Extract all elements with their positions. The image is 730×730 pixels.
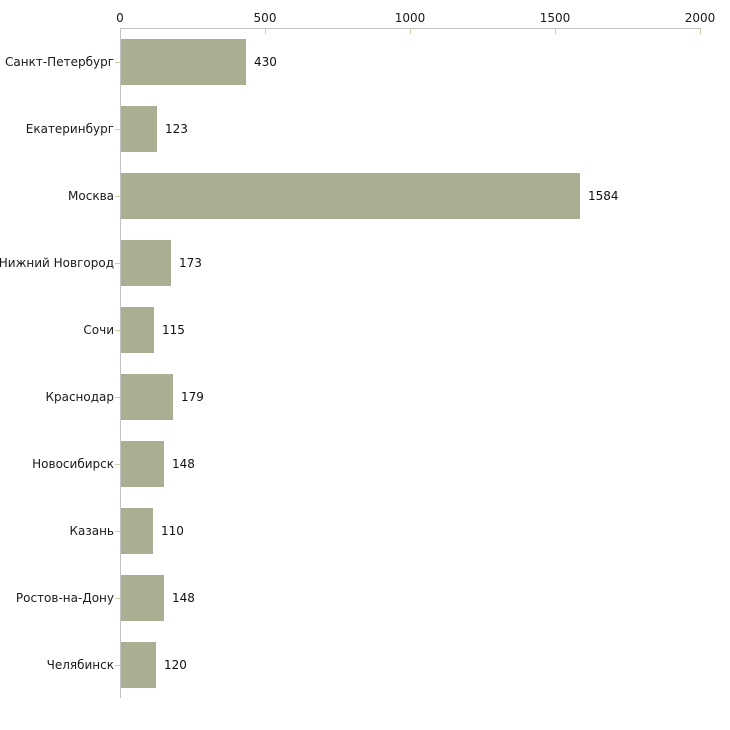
bar-8: [121, 508, 153, 554]
bar-value-label: 179: [181, 389, 204, 404]
category-label: Екатеринбург: [25, 121, 114, 136]
category-label: Краснодар: [45, 389, 114, 404]
bar-2: [121, 106, 157, 152]
x-axis-tick-label: 1500: [539, 11, 571, 25]
x-axis-tick-label: 500: [253, 11, 277, 25]
x-axis-tick-mark: [265, 29, 266, 34]
bar-value-label: 1584: [588, 188, 619, 203]
category-tick-mark: [115, 665, 120, 666]
category-tick-mark: [115, 129, 120, 130]
bar-value-label: 173: [179, 255, 202, 270]
x-axis-tick-mark: [555, 29, 556, 34]
category-label: Сочи: [83, 322, 114, 337]
y-axis-line: [120, 28, 121, 698]
x-axis-line: [120, 28, 701, 29]
category-tick-mark: [115, 464, 120, 465]
bar-4: [121, 240, 171, 286]
bar-value-label: 110: [161, 523, 184, 538]
bar-5: [121, 307, 154, 353]
bar-3: [121, 173, 580, 219]
x-axis-tick-label: 0: [116, 11, 124, 25]
bar-value-label: 430: [254, 54, 277, 69]
category-label: Казань: [69, 523, 114, 538]
bar-6: [121, 374, 173, 420]
x-axis-tick-mark: [410, 29, 411, 34]
bar-1: [121, 39, 246, 85]
category-tick-mark: [115, 397, 120, 398]
bar-9: [121, 575, 164, 621]
category-label: Новосибирск: [32, 456, 114, 471]
bar-value-label: 123: [165, 121, 188, 136]
category-label: Челябинск: [46, 657, 114, 672]
x-axis-tick-mark: [700, 29, 701, 34]
bar-10: [121, 642, 156, 688]
category-label: Санкт-Петербург: [5, 54, 114, 69]
category-tick-mark: [115, 598, 120, 599]
category-tick-mark: [115, 62, 120, 63]
category-tick-mark: [115, 196, 120, 197]
category-tick-mark: [115, 263, 120, 264]
x-axis-tick-label: 1000: [394, 11, 426, 25]
bar-value-label: 148: [172, 590, 195, 605]
bar-value-label: 120: [164, 657, 187, 672]
bar-value-label: 148: [172, 456, 195, 471]
category-tick-mark: [115, 531, 120, 532]
bar-value-label: 115: [162, 322, 185, 337]
x-axis-tick-label: 2000: [684, 11, 716, 25]
bar-7: [121, 441, 164, 487]
category-tick-mark: [115, 330, 120, 331]
category-label: Москва: [68, 188, 114, 203]
category-label: Ростов-на-Дону: [15, 590, 114, 605]
category-label: Нижний Новгород: [0, 255, 114, 270]
